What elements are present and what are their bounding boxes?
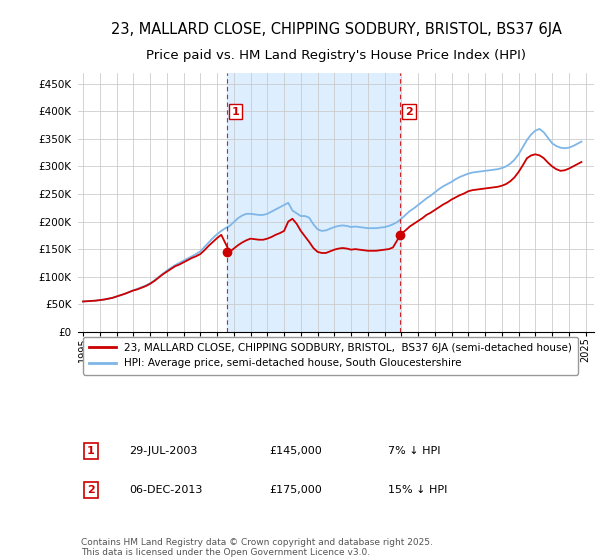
- Text: 23, MALLARD CLOSE, CHIPPING SODBURY, BRISTOL, BS37 6JA: 23, MALLARD CLOSE, CHIPPING SODBURY, BRI…: [110, 22, 562, 37]
- Bar: [227, 73, 400, 332]
- Text: 1: 1: [87, 446, 95, 456]
- Text: 06-DEC-2013: 06-DEC-2013: [130, 485, 203, 495]
- Text: 1: 1: [232, 106, 239, 116]
- Text: 29-JUL-2003: 29-JUL-2003: [130, 446, 198, 456]
- Text: 7% ↓ HPI: 7% ↓ HPI: [388, 446, 440, 456]
- Text: £145,000: £145,000: [269, 446, 322, 456]
- Text: 2: 2: [405, 106, 413, 116]
- Text: Price paid vs. HM Land Registry's House Price Index (HPI): Price paid vs. HM Land Registry's House …: [146, 49, 526, 62]
- Text: £175,000: £175,000: [269, 485, 322, 495]
- Text: Contains HM Land Registry data © Crown copyright and database right 2025.
This d: Contains HM Land Registry data © Crown c…: [80, 538, 433, 557]
- Text: 15% ↓ HPI: 15% ↓ HPI: [388, 485, 447, 495]
- Text: 2: 2: [87, 485, 95, 495]
- Legend: 23, MALLARD CLOSE, CHIPPING SODBURY, BRISTOL,  BS37 6JA (semi-detached house), H: 23, MALLARD CLOSE, CHIPPING SODBURY, BRI…: [83, 337, 578, 375]
